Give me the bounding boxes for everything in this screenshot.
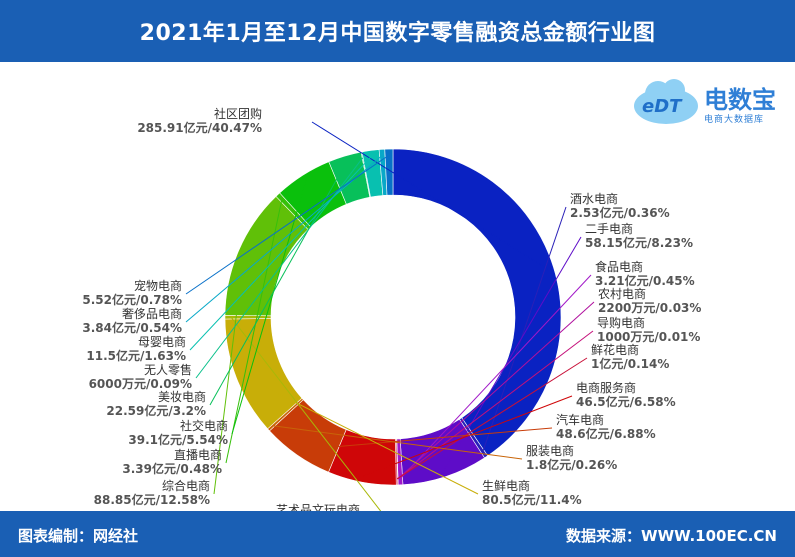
footer-source-editor: 图表编制：网经社 bbox=[18, 527, 139, 545]
slice-name-label: 服装电商 bbox=[526, 443, 574, 458]
leader-line bbox=[443, 236, 582, 472]
slice-name-label: 鲜花电商 bbox=[591, 342, 639, 357]
slice-name-label: 二手电商 bbox=[585, 221, 633, 236]
leader-line bbox=[195, 157, 364, 379]
slice-name-label: 直播电商 bbox=[174, 447, 222, 462]
logo-mark: eDT bbox=[642, 96, 683, 117]
footer-data-source: 数据来源：WWW.100EC.CN bbox=[566, 527, 777, 545]
slice-value-label: 6000万元/0.09% bbox=[89, 377, 192, 391]
leader-line bbox=[241, 375, 479, 495]
leader-line bbox=[399, 274, 592, 480]
slice-name-label: 导购电商 bbox=[597, 315, 645, 330]
slice-value-label: 48.6亿元/6.88% bbox=[556, 426, 656, 441]
footer-bar: 图表编制：网经社 数据来源：WWW.100EC.CN bbox=[0, 511, 795, 557]
slice-name-label: 社交电商 bbox=[180, 418, 228, 433]
slice-value-label: 88.85亿元/12.58% bbox=[94, 492, 210, 507]
slice-value-label: 2.53亿元/0.36% bbox=[570, 205, 670, 220]
leader-line bbox=[225, 198, 283, 464]
slice-name-label: 宠物电商 bbox=[134, 278, 182, 293]
slice-name-label: 食品电商 bbox=[595, 259, 643, 274]
leader-line bbox=[185, 154, 383, 323]
slice-value-label: 80.5亿元/11.4% bbox=[482, 492, 582, 507]
slice-value-label: 3.21亿元/0.45% bbox=[595, 273, 695, 288]
leader-lines bbox=[185, 121, 595, 511]
leader-line bbox=[209, 161, 347, 406]
slice-name-label: 社区团购 bbox=[214, 106, 262, 121]
slice-value-label: 1000万元/0.01% bbox=[597, 330, 700, 344]
slice-name-label: 艺术品文玩电商 bbox=[276, 502, 360, 511]
slice-value-label: 11.5亿元/1.63% bbox=[86, 348, 186, 363]
chart-title: 2021年1月至12月中国数字零售融资总金额行业图 bbox=[139, 21, 656, 46]
leader-line bbox=[396, 357, 588, 480]
slice-name-label: 电商服务商 bbox=[576, 380, 636, 395]
slice-name-label: 综合电商 bbox=[162, 478, 210, 493]
slice-value-label: 1亿元/0.14% bbox=[591, 356, 669, 371]
donut-chart: 社区团购285.91亿元/40.47%酒水电商2.53亿元/0.36%二手电商5… bbox=[82, 106, 701, 511]
slice-name-label: 酒水电商 bbox=[570, 191, 618, 206]
slice-value-label: 39.1亿元/5.54% bbox=[128, 432, 228, 447]
slice-value-label: 285.91亿元/40.47% bbox=[137, 120, 262, 135]
slice-name-label: 生鲜电商 bbox=[482, 478, 530, 493]
slice-value-label: 3.84亿元/0.54% bbox=[82, 320, 182, 335]
slice-value-label: 58.15亿元/8.23% bbox=[585, 235, 693, 250]
leader-line bbox=[300, 427, 553, 451]
slice-name-label: 美妆电商 bbox=[158, 389, 206, 404]
donut-slices bbox=[224, 148, 562, 486]
cloud-logo-icon: eDT bbox=[634, 79, 698, 124]
leader-line bbox=[397, 301, 595, 480]
leader-line bbox=[272, 425, 523, 460]
slice-labels: 社区团购285.91亿元/40.47%酒水电商2.53亿元/0.36%二手电商5… bbox=[82, 106, 701, 511]
slice-value-label: 5.52亿元/0.78% bbox=[82, 292, 182, 307]
slice-name-label: 母婴电商 bbox=[138, 334, 186, 349]
leader-line bbox=[213, 253, 245, 495]
leader-line bbox=[185, 154, 390, 295]
slice-name-label: 农村电商 bbox=[598, 286, 646, 301]
slice-value-label: 22.59亿元/3.2% bbox=[106, 403, 206, 418]
slice-name-label: 奢侈品电商 bbox=[122, 306, 182, 321]
slice-name-label: 无人零售 bbox=[144, 362, 192, 377]
leader-line bbox=[482, 206, 567, 453]
leader-line bbox=[189, 156, 372, 351]
slice-value-label: 46.5亿元/6.58% bbox=[576, 394, 676, 409]
slice-value-label: 1.8亿元/0.26% bbox=[526, 457, 617, 472]
leader-line bbox=[311, 121, 549, 270]
logo: eDT 电数宝 电商大数据库 bbox=[628, 70, 793, 130]
logo-subtext: 电商大数据库 bbox=[704, 115, 765, 125]
title-bar: 2021年1月至12月中国数字零售融资总金额行业图 bbox=[0, 0, 795, 62]
leader-line bbox=[231, 180, 307, 435]
leader-line bbox=[397, 330, 594, 480]
donut-slice bbox=[392, 148, 562, 457]
leader-line bbox=[362, 395, 573, 477]
slice-value-label: 2200万元/0.03% bbox=[598, 301, 701, 315]
donut-slice bbox=[384, 148, 394, 196]
slice-value-label: 3.39亿元/0.48% bbox=[122, 461, 222, 476]
logo-text: 电数宝 bbox=[704, 86, 776, 114]
slice-name-label: 汽车电商 bbox=[556, 412, 604, 427]
